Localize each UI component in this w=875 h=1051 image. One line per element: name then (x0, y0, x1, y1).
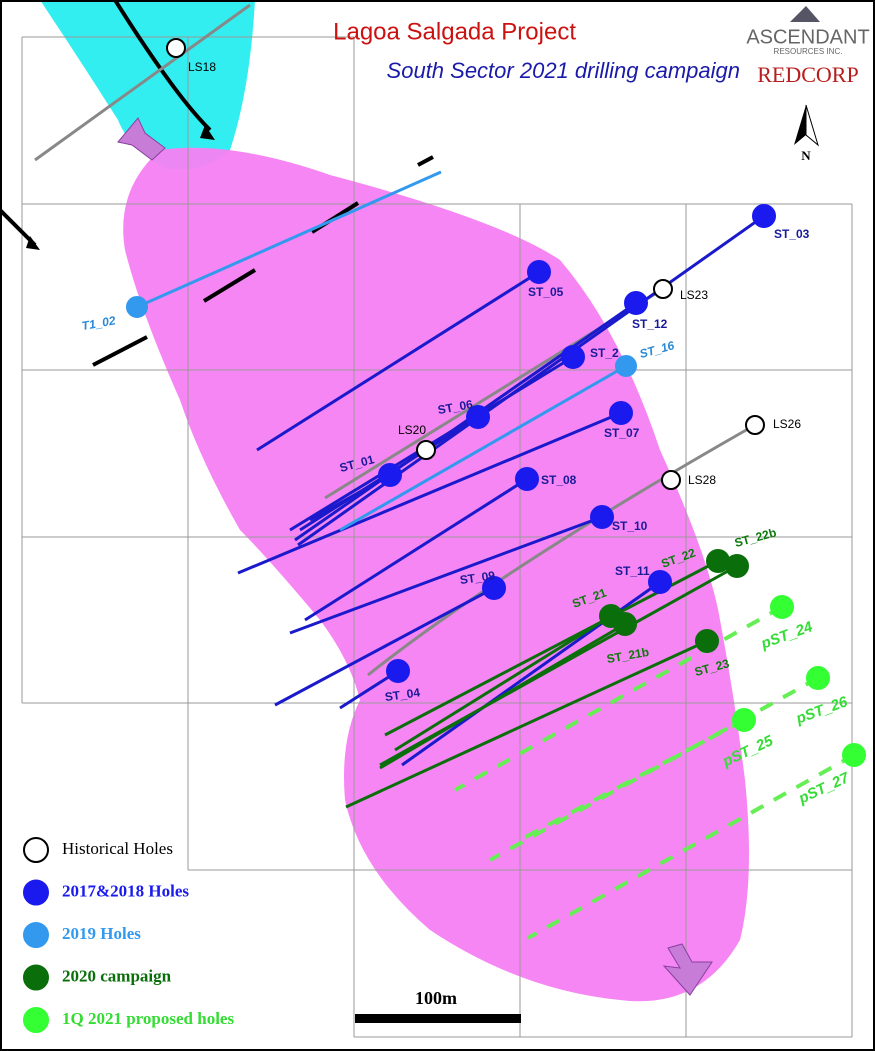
drill-hole (752, 204, 776, 228)
drill-hole (166, 38, 186, 58)
north-arrow (794, 105, 806, 145)
scale-bar (355, 1014, 521, 1023)
legend: Historical Holes 2017&2018 Holes 2019 Hole… (23, 837, 234, 1033)
legend-marker (23, 879, 49, 906)
drill-hole (609, 401, 633, 425)
hole-label: ST_10 (612, 519, 648, 533)
drill-hole (842, 743, 866, 767)
drill-hole (590, 505, 614, 529)
hole-label: ST_07 (604, 426, 640, 440)
legend-label: 1Q 2021 proposed holes (62, 1009, 234, 1028)
logo-text: REDCORP (757, 62, 858, 87)
drill-hole (725, 554, 749, 578)
hole-label: ST_05 (528, 285, 564, 299)
drill-hole (648, 570, 672, 594)
drill-hole (653, 279, 673, 299)
fault-ticks (26, 125, 215, 250)
hole-label: LS18 (188, 60, 216, 74)
drill-hole (515, 467, 539, 491)
drill-hole (745, 415, 765, 435)
legend-label: 2019 Holes (62, 924, 141, 943)
hole-label: ST_2 (590, 346, 619, 360)
drill-hole (561, 345, 585, 369)
legend-marker (23, 837, 49, 863)
north-label: N (801, 148, 811, 163)
drill-traces (237, 214, 765, 767)
grid (21, 36, 853, 1038)
hole-label: ST_03 (774, 227, 810, 241)
arrow (117, 117, 166, 161)
legend-marker (23, 1007, 49, 1033)
drill-hole (661, 470, 681, 490)
drill-hole (527, 260, 551, 284)
hole-label: ST_12 (632, 317, 668, 331)
hole-label: T1_02 (81, 313, 117, 333)
arrow (662, 943, 713, 996)
drill-hole (695, 629, 719, 653)
holes: LS18 LS23 LS20 LS26 LS28 ST_03 ST_05 ST_12 ST_2 S… (81, 38, 866, 808)
hole-label: LS20 (398, 423, 426, 437)
drill-hole (126, 296, 148, 318)
legend-marker (23, 964, 49, 991)
drill-hole (466, 405, 490, 429)
legend-label: 2020 campaign (62, 966, 172, 985)
hole-label: LS28 (688, 473, 716, 487)
drill-hole (770, 595, 794, 619)
hole-label: LS26 (773, 417, 801, 431)
drill-hole (482, 576, 506, 600)
hole-label: ST_04 (384, 685, 421, 704)
hole-label: LS23 (680, 288, 708, 302)
hole-label: ST_11 (615, 564, 650, 578)
ore-body (123, 147, 749, 1002)
drill-hole (732, 708, 756, 732)
drill-hole (624, 291, 648, 315)
title: Lagoa Salgada Project (333, 18, 576, 45)
drill-hole (378, 463, 402, 487)
drill-hole (806, 666, 830, 690)
cyan-zone (40, 0, 255, 170)
hole-label: ST_06 (437, 397, 475, 417)
legend-label: Historical Holes (62, 839, 173, 858)
hole-label: ST_08 (541, 473, 577, 487)
drill-hole (386, 659, 410, 683)
logo-subtext: RESOURCES INC. (774, 47, 843, 56)
drill-hole (615, 355, 637, 377)
north-arrow (805, 104, 819, 147)
scale-label: 100m (415, 988, 457, 1008)
legend-label: 2017&2018 Holes (62, 881, 189, 900)
logo-text: ASCENDANT (746, 26, 869, 48)
drill-hole (613, 612, 637, 636)
drill-hole (416, 440, 436, 460)
subtitle: South Sector 2021 drilling campaign (387, 58, 740, 83)
2019-traces (136, 170, 627, 532)
hole-label: ST_09 (459, 568, 496, 587)
proposed-traces (454, 605, 855, 940)
logo-mark (790, 6, 820, 22)
legend-marker (23, 922, 49, 948)
